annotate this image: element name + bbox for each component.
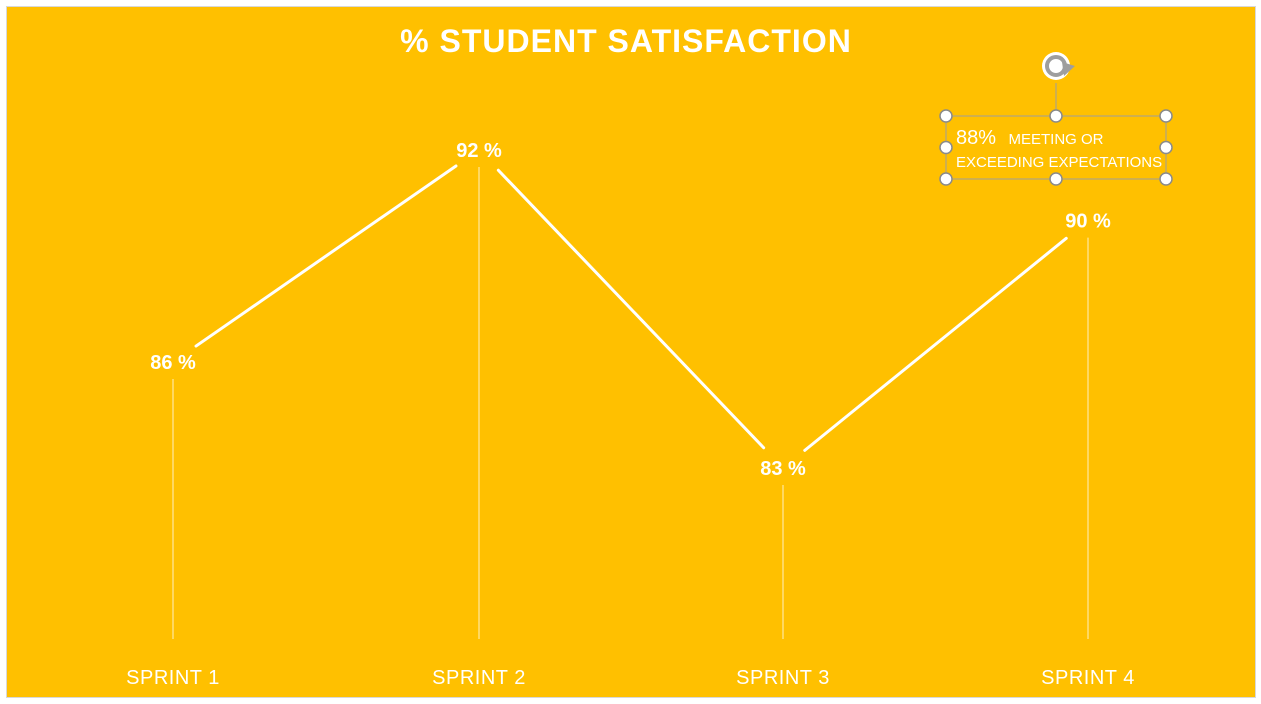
series-line-segment-3 — [803, 236, 1068, 452]
slide: % STUDENT SATISFACTION 86 % 92 % 83 % 90 % S… — [6, 6, 1256, 698]
resize-handles[interactable] — [939, 109, 1173, 186]
callout-line1: MEETING OR — [1008, 131, 1103, 148]
series-line-segment-2 — [496, 168, 766, 450]
chart-background — [7, 7, 1255, 697]
resize-handle[interactable] — [939, 109, 953, 123]
resize-handle[interactable] — [939, 140, 953, 155]
resize-handle[interactable] — [1049, 172, 1063, 186]
satisfaction-line-chart: % STUDENT SATISFACTION 86 % 92 % 83 % 90 % S… — [7, 7, 1255, 697]
chart-marks: 86 % 92 % 83 % 90 % SPRINT 1 SPRINT 2 SPRINT 3… — [126, 140, 1135, 689]
resize-handle[interactable] — [939, 172, 953, 186]
callout-value: 88% — [956, 127, 996, 149]
data-label-1: 86 % — [150, 352, 196, 374]
resize-handle[interactable] — [1159, 172, 1173, 186]
resize-handle[interactable] — [1159, 140, 1173, 155]
data-label-4: 90 % — [1065, 211, 1111, 233]
svg-text:88% MEETING OR: 88% MEETING OR — [956, 127, 1104, 149]
x-tick-label-2: SPRINT 2 — [432, 667, 526, 689]
resize-handle[interactable] — [1049, 109, 1063, 123]
callout-textbox[interactable]: 88% MEETING OR EXCEEDING EXPECTATIONS — [939, 52, 1173, 186]
chart-title: % STUDENT SATISFACTION — [400, 23, 852, 59]
resize-handle[interactable] — [1159, 109, 1173, 123]
x-tick-label-3: SPRINT 3 — [736, 667, 830, 689]
data-label-3: 83 % — [760, 458, 806, 480]
rotate-icon[interactable] — [1042, 52, 1075, 80]
series-line-segment-1 — [194, 164, 458, 348]
data-label-2: 92 % — [456, 140, 502, 162]
x-tick-label-4: SPRINT 4 — [1041, 667, 1135, 689]
callout-line2: EXCEEDING EXPECTATIONS — [956, 154, 1162, 171]
x-tick-label-1: SPRINT 1 — [126, 667, 220, 689]
